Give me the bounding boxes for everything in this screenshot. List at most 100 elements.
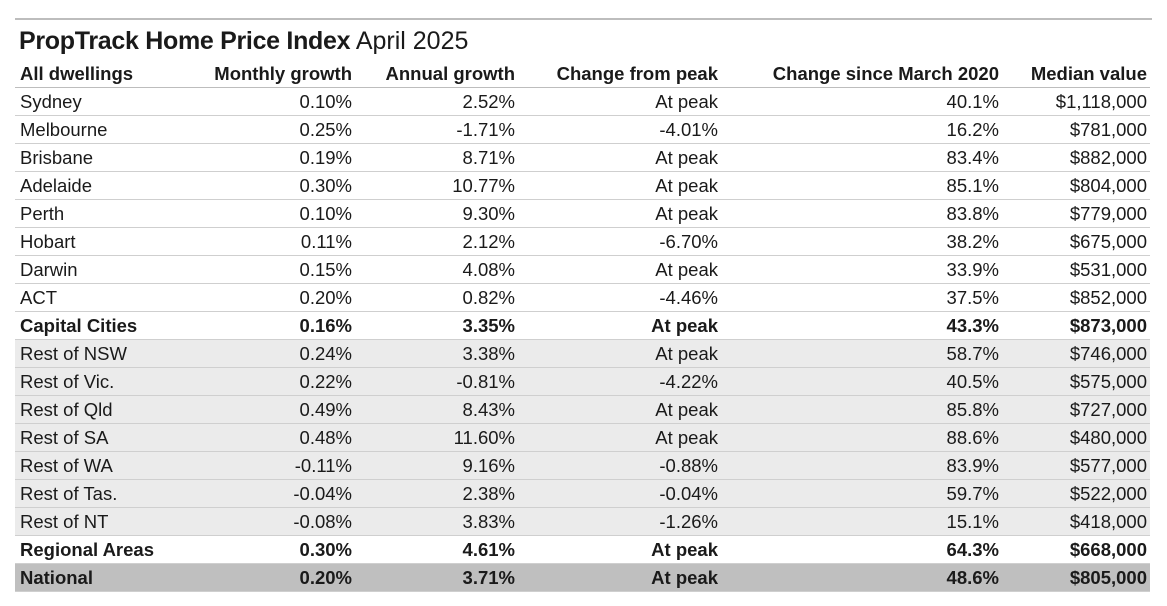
- table-cell: 9.16%: [355, 451, 518, 480]
- table-row: Rest of Tas. -0.04% 2.38% -0.04% 59.7% $522,0…: [15, 479, 1150, 508]
- table-row: Rest of NT -0.08% 3.83% -1.26% 15.1% $418,000: [15, 507, 1150, 536]
- table-cell: At peak: [518, 311, 721, 340]
- table-cell: At peak: [518, 395, 721, 424]
- table-cell: 2.12%: [355, 227, 518, 256]
- table-cell: $852,000: [1002, 283, 1150, 312]
- table-frame: PropTrack Home Price Index April 2025 Al…: [15, 18, 1152, 592]
- table-cell: 0.11%: [190, 227, 355, 256]
- row-label: ACT: [15, 283, 190, 312]
- table-cell: At peak: [518, 339, 721, 368]
- row-label: Adelaide: [15, 171, 190, 200]
- table-cell: $727,000: [1002, 395, 1150, 424]
- table-cell: 88.6%: [721, 423, 1002, 452]
- table-cell: 33.9%: [721, 255, 1002, 284]
- table-cell: -4.01%: [518, 115, 721, 144]
- table-cell: $746,000: [1002, 339, 1150, 368]
- row-label: Rest of Vic.: [15, 367, 190, 396]
- table-row: Brisbane 0.19% 8.71% At peak 83.4% $882,000: [15, 143, 1150, 172]
- table-cell: 4.61%: [355, 535, 518, 564]
- table-cell: 3.35%: [355, 311, 518, 340]
- title-main: PropTrack Home Price Index: [19, 27, 351, 55]
- table-cell: $781,000: [1002, 115, 1150, 144]
- table-cell: 10.77%: [355, 171, 518, 200]
- price-table: All dwellings Monthly growth Annual growth…: [15, 60, 1150, 592]
- table-cell: -0.11%: [190, 451, 355, 480]
- table-row: Adelaide 0.30% 10.77% At peak 85.1% $804,000: [15, 171, 1150, 200]
- table-cell: 0.20%: [190, 283, 355, 312]
- column-header: Median value: [1002, 60, 1150, 88]
- row-label: Rest of WA: [15, 451, 190, 480]
- table-cell: $668,000: [1002, 535, 1150, 564]
- table-cell: $577,000: [1002, 451, 1150, 480]
- table-cell: 8.71%: [355, 143, 518, 172]
- table-cell: 0.24%: [190, 339, 355, 368]
- table-cell: -4.46%: [518, 283, 721, 312]
- table-cell: $531,000: [1002, 255, 1150, 284]
- table-row: Sydney 0.10% 2.52% At peak 40.1% $1,118,000: [15, 87, 1150, 116]
- table-cell: 37.5%: [721, 283, 1002, 312]
- table-cell: -6.70%: [518, 227, 721, 256]
- table-cell: At peak: [518, 563, 721, 592]
- row-label: Sydney: [15, 87, 190, 116]
- table-row: Melbourne 0.25% -1.71% -4.01% 16.2% $781,000: [15, 115, 1150, 144]
- table-cell: $522,000: [1002, 479, 1150, 508]
- column-header: Change since March 2020: [721, 60, 1002, 88]
- table-row: ACT 0.20% 0.82% -4.46% 37.5% $852,000: [15, 283, 1150, 312]
- table-cell: -1.71%: [355, 115, 518, 144]
- table-cell: -0.04%: [190, 479, 355, 508]
- table-cell: 38.2%: [721, 227, 1002, 256]
- table-row: Regional Areas 0.30% 4.61% At peak 64.3% $668…: [15, 535, 1150, 564]
- table-row: Perth 0.10% 9.30% At peak 83.8% $779,000: [15, 199, 1150, 228]
- table-cell: $480,000: [1002, 423, 1150, 452]
- row-label: Brisbane: [15, 143, 190, 172]
- table-cell: 0.10%: [190, 87, 355, 116]
- column-header: Annual growth: [355, 60, 518, 88]
- table-cell: 40.1%: [721, 87, 1002, 116]
- table-cell: $882,000: [1002, 143, 1150, 172]
- table-cell: 11.60%: [355, 423, 518, 452]
- table-cell: 0.82%: [355, 283, 518, 312]
- column-header: All dwellings: [15, 60, 190, 88]
- table-cell: 0.30%: [190, 171, 355, 200]
- table-cell: At peak: [518, 423, 721, 452]
- table-cell: 0.16%: [190, 311, 355, 340]
- table-cell: -1.26%: [518, 507, 721, 536]
- table-cell: 64.3%: [721, 535, 1002, 564]
- table-row: Rest of WA -0.11% 9.16% -0.88% 83.9% $577,000: [15, 451, 1150, 480]
- row-label: Darwin: [15, 255, 190, 284]
- table-row: Rest of NSW 0.24% 3.38% At peak 58.7% $746,00…: [15, 339, 1150, 368]
- row-label: Perth: [15, 199, 190, 228]
- table-cell: At peak: [518, 87, 721, 116]
- table-cell: 48.6%: [721, 563, 1002, 592]
- table-cell: 16.2%: [721, 115, 1002, 144]
- table-cell: 0.30%: [190, 535, 355, 564]
- table-cell: At peak: [518, 255, 721, 284]
- row-label: Rest of Tas.: [15, 479, 190, 508]
- row-label: Capital Cities: [15, 311, 190, 340]
- table-cell: $805,000: [1002, 563, 1150, 592]
- table-cell: 43.3%: [721, 311, 1002, 340]
- row-label: Rest of NSW: [15, 339, 190, 368]
- table-cell: 0.25%: [190, 115, 355, 144]
- column-header: Monthly growth: [190, 60, 355, 88]
- table-cell: 3.38%: [355, 339, 518, 368]
- table-header: All dwellings Monthly growth Annual growth…: [15, 60, 1150, 88]
- table-cell: -0.04%: [518, 479, 721, 508]
- table-cell: At peak: [518, 143, 721, 172]
- table-cell: At peak: [518, 199, 721, 228]
- table-cell: 0.48%: [190, 423, 355, 452]
- table-cell: 83.8%: [721, 199, 1002, 228]
- table-cell: $575,000: [1002, 367, 1150, 396]
- table-cell: 9.30%: [355, 199, 518, 228]
- table-row: Darwin 0.15% 4.08% At peak 33.9% $531,000: [15, 255, 1150, 284]
- table-cell: $1,118,000: [1002, 87, 1150, 116]
- table-cell: 2.38%: [355, 479, 518, 508]
- table-cell: 15.1%: [721, 507, 1002, 536]
- row-label: Regional Areas: [15, 535, 190, 564]
- row-label: National: [15, 563, 190, 592]
- table-row: Rest of Vic. 0.22% -0.81% -4.22% 40.5% $575,0…: [15, 367, 1150, 396]
- table-cell: 0.10%: [190, 199, 355, 228]
- table-cell: 85.1%: [721, 171, 1002, 200]
- table-cell: At peak: [518, 171, 721, 200]
